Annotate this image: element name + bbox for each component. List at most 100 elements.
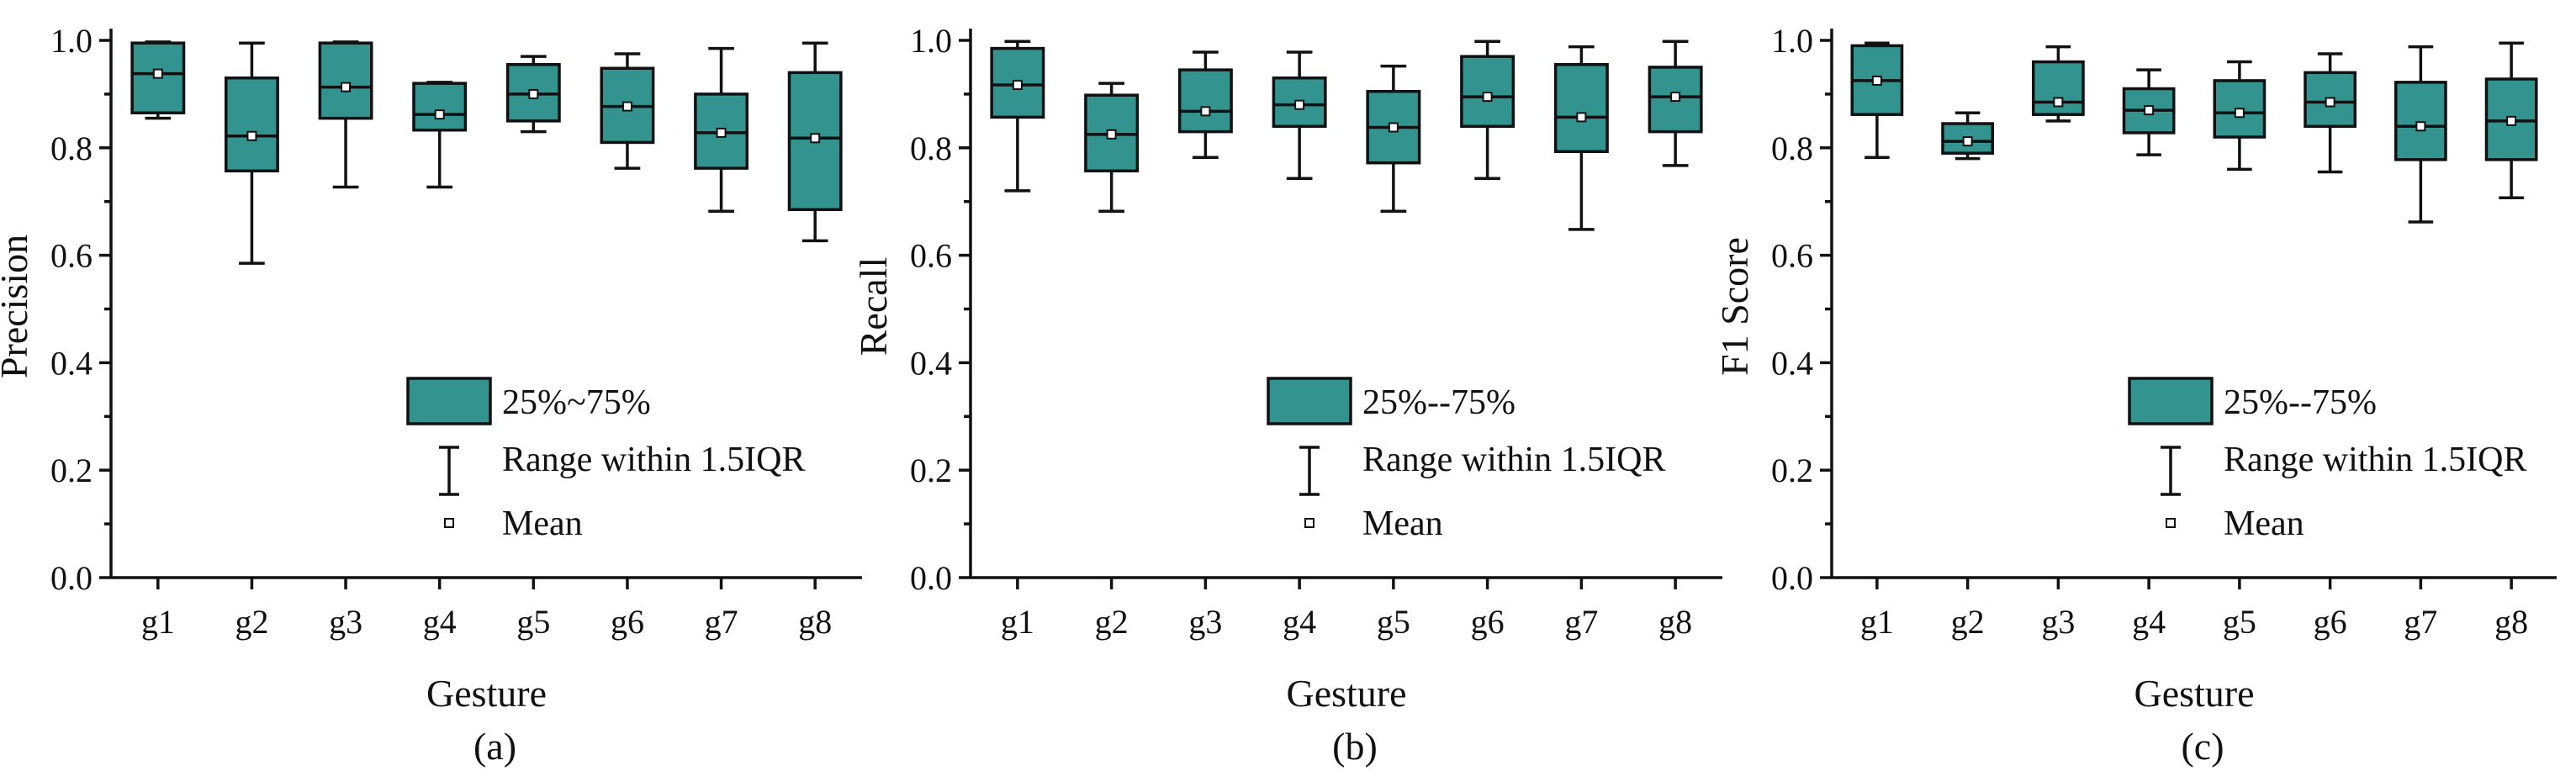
box-g4 — [412, 81, 468, 189]
legend-mean-label: Mean — [502, 504, 583, 543]
chart-panel-1: 0.0 0.2 0.4 0.6 0.8 1.0 g1 g2 g3 g4 g5 g6 g7 g8 Gestur… — [0, 22, 862, 768]
box-g7 — [1553, 45, 1609, 231]
x-tick-label: g7 — [2404, 603, 2437, 641]
y-axis-label: Precision — [0, 235, 35, 378]
iqr-box — [2394, 81, 2447, 161]
box-g1 — [990, 40, 1045, 193]
chart-panel-2: 0.0 0.2 0.4 0.6 0.8 1.0 g1 g2 g3 g4 g5 g6 g7 g8 Gestur… — [852, 22, 1722, 768]
mean-marker — [2053, 97, 2064, 108]
x-axis-label: Gesture — [2134, 672, 2254, 715]
mean-marker — [1670, 92, 1681, 103]
iqr-box — [412, 82, 468, 132]
x-axis-label: Gesture — [1286, 672, 1406, 715]
iqr-box — [1941, 122, 1995, 155]
x-tick-label: g4 — [1283, 603, 1316, 641]
box-g2 — [1941, 111, 1995, 161]
mean-marker — [246, 130, 257, 141]
iqr-box — [1460, 55, 1515, 128]
x-tick-label: g3 — [1188, 603, 1222, 641]
x-tick-label: g5 — [1377, 603, 1410, 641]
x-tick-label: g7 — [705, 603, 738, 641]
legend-mean-label: Mean — [1362, 504, 1443, 543]
y-axis-label: F1 Score — [1713, 237, 1756, 376]
box-g8 — [1648, 40, 1703, 167]
mean-marker — [1576, 112, 1587, 123]
mean-marker — [810, 133, 821, 144]
iqr-box — [1553, 63, 1609, 154]
x-tick-label: g2 — [1951, 603, 1985, 641]
y-tick-label: 0.8 — [50, 129, 93, 167]
legend-mean-label: Mean — [2224, 504, 2304, 543]
box-g5 — [2213, 60, 2267, 172]
y-tick-label: 1.0 — [1771, 22, 1813, 60]
mean-marker — [2144, 105, 2155, 116]
x-tick-label: g1 — [1860, 603, 1894, 641]
box-g3 — [318, 40, 373, 189]
y-tick-label: 0.6 — [1771, 237, 1813, 275]
x-tick-label: g6 — [1471, 603, 1505, 641]
legend-whisker-label: Range within 1.5IQR — [2224, 441, 2526, 479]
iqr-box — [1648, 66, 1703, 134]
chart-panel-3: 0.0 0.2 0.4 0.6 0.8 1.0 g1 g2 g3 g4 g5 g6 g7 g8 Gestur… — [1713, 22, 2557, 768]
mean-marker — [716, 127, 727, 138]
legend-mean-symbol — [2166, 518, 2176, 528]
x-tick-label: g8 — [798, 603, 832, 641]
box-g8 — [2484, 41, 2538, 199]
x-tick-label: g5 — [2223, 603, 2256, 641]
legend-whisker-label: Range within 1.5IQR — [1362, 441, 1665, 479]
legend-whisker-label: Range within 1.5IQR — [502, 441, 805, 479]
box-g2 — [224, 41, 279, 265]
box-g4 — [2122, 68, 2176, 156]
x-tick-label: g2 — [235, 603, 268, 641]
box-g6 — [1460, 40, 1515, 180]
legend-box-swatch — [2128, 377, 2214, 425]
y-tick-label: 1.0 — [50, 22, 93, 60]
mean-marker — [622, 101, 632, 112]
y-tick-label: 0.2 — [910, 452, 952, 489]
mean-marker — [1012, 80, 1023, 91]
x-tick-label: g7 — [1564, 603, 1598, 641]
panel-caption: (a) — [473, 725, 516, 768]
legend-box-swatch — [406, 377, 492, 425]
mean-marker — [341, 82, 352, 92]
y-tick-label: 1.0 — [910, 22, 952, 60]
mean-marker — [2234, 108, 2245, 119]
legend-box-label: 25%~75% — [502, 383, 651, 422]
mean-marker — [1294, 99, 1305, 110]
x-tick-label: g3 — [329, 603, 362, 641]
iqr-box — [224, 76, 279, 173]
box-g7 — [2394, 45, 2447, 224]
mean-marker — [2325, 97, 2335, 108]
box-g2 — [1084, 82, 1140, 213]
y-axis-label: Recall — [852, 257, 895, 356]
x-tick-label: g4 — [423, 603, 457, 641]
x-tick-label: g6 — [611, 603, 644, 641]
iqr-box — [1177, 68, 1233, 134]
y-tick-label: 0.4 — [50, 344, 93, 382]
mean-marker — [434, 109, 445, 120]
box-g8 — [787, 41, 843, 243]
x-tick-label: g6 — [2314, 603, 2347, 641]
legend-box-label: 25%--75% — [2224, 383, 2377, 422]
y-tick-label: 0.2 — [1771, 452, 1813, 489]
legend: 25%--75% Range within 1.5IQR Mean — [2128, 377, 2526, 543]
x-tick-label: g5 — [516, 603, 550, 641]
panel-caption: (c) — [2181, 725, 2224, 768]
x-axis-label: Gesture — [426, 672, 547, 715]
iqr-box — [318, 41, 373, 120]
box-g6 — [2304, 52, 2357, 174]
mean-marker — [1106, 129, 1117, 140]
legend: 25%~75% Range within 1.5IQR Mean — [406, 377, 805, 543]
mean-marker — [152, 68, 163, 79]
mean-marker — [528, 88, 539, 99]
mean-marker — [1871, 75, 1882, 86]
box-g1 — [130, 40, 186, 120]
legend-box-label: 25%--75% — [1362, 383, 1515, 422]
y-tick-label: 0.8 — [910, 129, 952, 167]
y-tick-label: 0.4 — [1771, 344, 1813, 382]
y-tick-label: 0.6 — [50, 237, 93, 275]
box-g3 — [2031, 45, 2085, 123]
y-tick-label: 0.2 — [50, 452, 93, 489]
panel-caption: (b) — [1332, 725, 1378, 768]
